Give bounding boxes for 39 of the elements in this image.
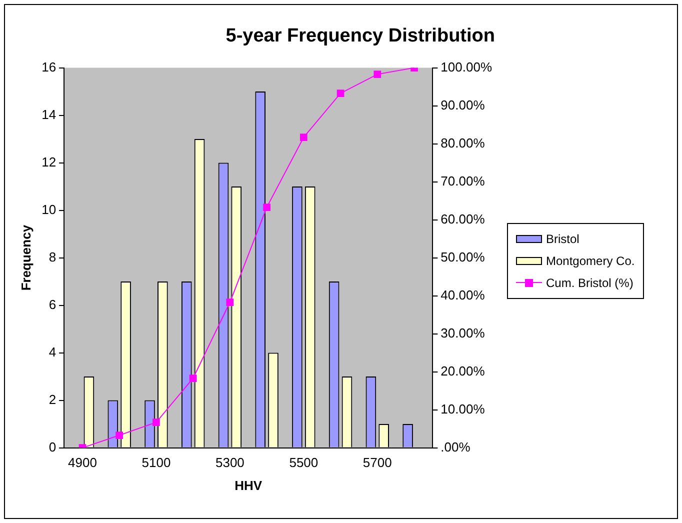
point bbox=[300, 134, 308, 142]
y2-tick-label: 50.00% bbox=[440, 249, 486, 264]
point bbox=[152, 418, 160, 426]
y2-tick-label: 100.00% bbox=[440, 59, 492, 74]
y-tick-label: 16 bbox=[42, 59, 56, 74]
y2-tick-label: 40.00% bbox=[440, 287, 486, 302]
x-tick-label: 5300 bbox=[215, 455, 244, 470]
chart-title: 5-year Frequency Distribution bbox=[226, 26, 495, 47]
y2-tick-label: 20.00% bbox=[440, 363, 486, 378]
y-tick-label: 14 bbox=[42, 106, 56, 122]
legend-label: Cum. Bristol (%) bbox=[546, 276, 634, 290]
x-tick-label: 5700 bbox=[362, 455, 392, 470]
x-tick-label: 5500 bbox=[289, 455, 318, 470]
y2-tick-label: .00% bbox=[440, 439, 471, 454]
y-tick-label: 12 bbox=[42, 154, 56, 170]
x-axis-title: HHV bbox=[234, 478, 262, 493]
x-tick-label: 4900 bbox=[68, 455, 97, 470]
y2-tick-label: 70.00% bbox=[440, 173, 486, 188]
point bbox=[116, 432, 124, 439]
y2-tick-label: 10.00% bbox=[440, 401, 486, 416]
y-tick-label: 2 bbox=[48, 392, 56, 407]
legend-label: Bristol bbox=[546, 232, 580, 246]
y-tick-label: 10 bbox=[42, 202, 56, 217]
point bbox=[189, 374, 197, 382]
y-tick-label: 0 bbox=[48, 439, 56, 454]
legend-label: Montgomery Co. bbox=[546, 254, 635, 268]
y2-tick-label: 90.00% bbox=[440, 97, 486, 112]
y2-tick-label: 30.00% bbox=[440, 325, 486, 340]
y-axis-title: Frequency bbox=[18, 224, 34, 291]
x-tick-label: 5100 bbox=[142, 455, 171, 470]
point bbox=[226, 298, 234, 306]
y-tick-label: 8 bbox=[48, 249, 56, 264]
y-tick-label: 6 bbox=[48, 296, 56, 312]
y-tick-label: 4 bbox=[48, 344, 56, 360]
y2-tick-label: 80.00% bbox=[440, 135, 486, 150]
y2-tick-label: 60.00% bbox=[440, 211, 486, 226]
point bbox=[263, 204, 270, 211]
point bbox=[336, 90, 344, 97]
point bbox=[374, 70, 382, 78]
